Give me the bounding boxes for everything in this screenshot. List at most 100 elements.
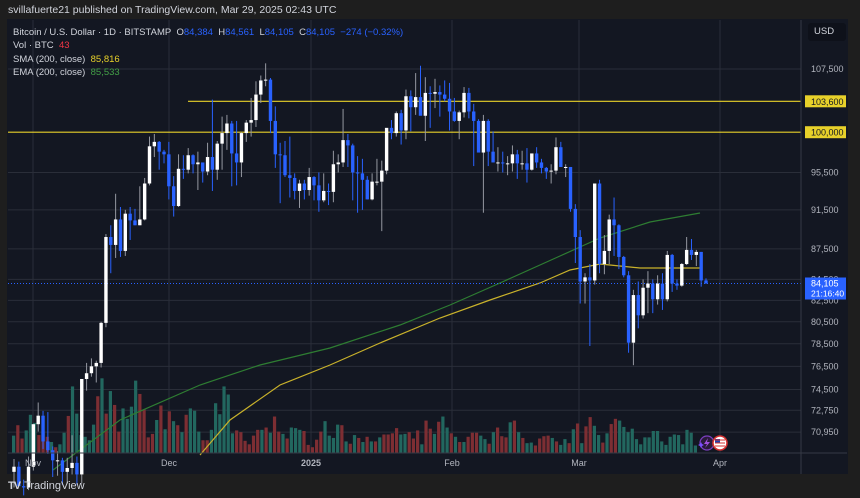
published-caption: svillafuerte21 published on TradingView.… (8, 4, 337, 16)
candle-body (501, 162, 505, 164)
candle-body (341, 140, 345, 163)
tradingview-brand[interactable]: TV TradingView (8, 480, 85, 492)
volume-bar (416, 430, 420, 453)
candle-body (104, 237, 108, 323)
volume-bar (365, 436, 369, 453)
candle-body (317, 185, 321, 201)
ema-row[interactable]: EMA (200, close) 85,533 (13, 66, 120, 78)
candle-body (133, 220, 137, 226)
volume-bar (394, 428, 399, 453)
volume-bar (567, 443, 571, 453)
candle-body (525, 163, 529, 170)
volume-bar (83, 436, 87, 453)
volume-bar (315, 439, 319, 453)
volume-bar (188, 408, 192, 453)
candle-body (191, 155, 195, 165)
candle-body (80, 378, 84, 475)
volume-bar (192, 410, 197, 453)
volume-bar (596, 435, 601, 453)
candle-body (539, 162, 544, 168)
level-price-tag (805, 126, 846, 139)
event-markers[interactable] (698, 435, 728, 451)
volume-bar (323, 421, 327, 453)
candle-body (631, 295, 636, 343)
volume-bar (319, 431, 323, 453)
candle-body (399, 113, 403, 131)
candle-body (109, 237, 113, 245)
volume-bar (495, 427, 500, 453)
candle-body (196, 162, 200, 165)
candle-body (46, 441, 50, 451)
candle-body (689, 249, 694, 255)
candle-body (510, 154, 515, 164)
volume-bar (331, 437, 336, 453)
volume-bar (272, 416, 277, 453)
candle-body (365, 179, 369, 200)
volume-bar (226, 394, 230, 453)
volume-bar (584, 426, 588, 453)
volume-bar (559, 444, 563, 453)
volume-bar (268, 432, 272, 453)
volume-bar (618, 420, 622, 453)
sparkle-icon (698, 442, 704, 448)
candle-body (99, 322, 103, 363)
candle-body (549, 170, 553, 172)
volume-bar (159, 405, 163, 453)
volume-bar (293, 428, 298, 453)
candle-body (176, 168, 181, 207)
price-tick-label: 80,500 (811, 317, 839, 327)
candle-body (573, 208, 578, 238)
candle-body (694, 251, 699, 255)
ema-200-line (199, 263, 700, 456)
candle-body (210, 157, 215, 170)
volume-bar (517, 432, 521, 453)
candle-body (428, 92, 432, 94)
volume-bar (243, 440, 247, 453)
currency-button[interactable]: USD (808, 23, 846, 41)
symbol-title[interactable]: Bitcoin / U.S. Dollar · 1D · BITSTAMP (13, 27, 172, 38)
volume-bar (399, 434, 403, 453)
volume-bar (260, 429, 264, 453)
volume-bar (407, 432, 411, 453)
volume-bar (525, 443, 529, 453)
volume-bar (361, 442, 365, 453)
candle-body (622, 256, 626, 276)
last-price-tag (805, 277, 846, 300)
volume-bar (37, 435, 41, 453)
volume-bar (302, 431, 306, 453)
candle-body (181, 168, 186, 170)
candle-body (346, 140, 350, 146)
volume-bar (256, 429, 260, 453)
volume-row[interactable]: Vol · BTC 43 (13, 40, 70, 52)
candle-body (268, 79, 273, 121)
volume-bar (639, 444, 643, 453)
volume-bar (373, 441, 378, 453)
volume-bar (348, 443, 352, 453)
volume-bar (352, 435, 357, 453)
volume-bar (626, 432, 630, 453)
volume-bar (239, 432, 243, 453)
candle-body (12, 466, 16, 472)
candle-body (157, 141, 161, 152)
volume-bar (62, 432, 66, 453)
candle-body (636, 295, 640, 316)
sma-row[interactable]: SMA (200, close) 85,816 (13, 53, 120, 65)
candle-body (651, 283, 655, 300)
level-price-label: 103,600 (811, 97, 844, 107)
candle-body (60, 460, 65, 472)
candle-body (152, 141, 157, 147)
time-tick-label: Apr (713, 458, 727, 468)
volume-bar (150, 433, 155, 453)
candle-body (312, 177, 316, 186)
level-price-label: 100,000 (811, 128, 844, 138)
candle-body (467, 92, 471, 112)
volume-bar (643, 437, 647, 453)
volume-bar (306, 444, 310, 453)
candle-body (355, 172, 360, 174)
volume-bar (651, 431, 655, 453)
volume-bar (134, 380, 138, 453)
volume-bar (125, 418, 129, 453)
candle-body (530, 153, 534, 170)
candle-body (578, 237, 582, 282)
